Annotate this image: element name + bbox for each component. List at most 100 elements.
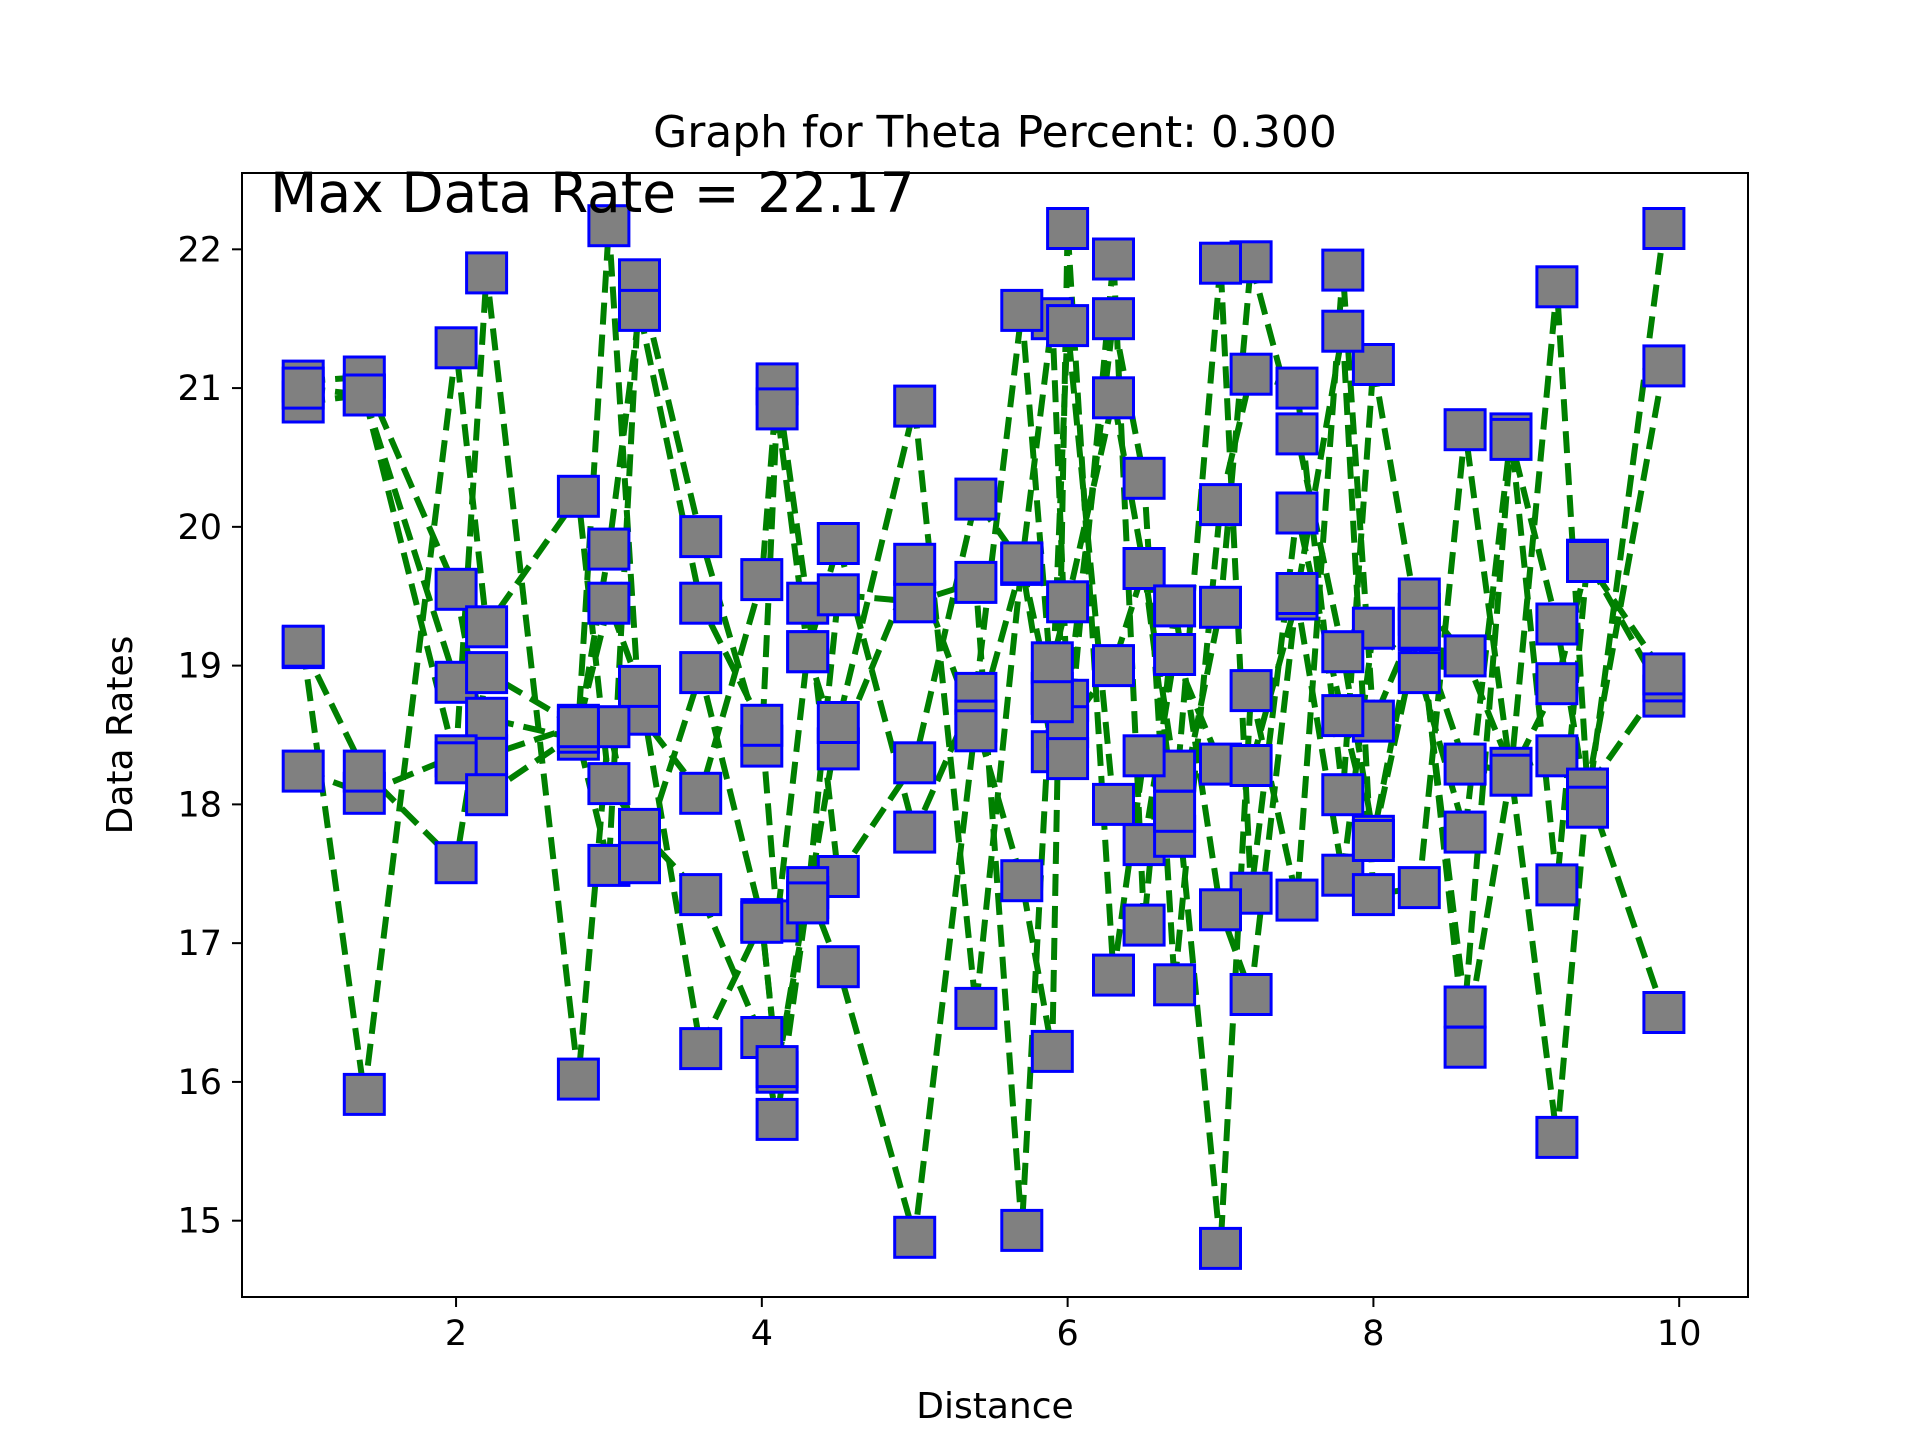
data-point	[1642, 344, 1686, 388]
data-point	[1199, 241, 1242, 285]
data-point	[1030, 641, 1074, 685]
data-point	[1443, 1025, 1487, 1069]
y-tick-label: 21	[177, 369, 222, 409]
data-point	[587, 581, 631, 625]
y-tick-label: 16	[177, 1063, 222, 1103]
data-point	[281, 624, 325, 668]
data-point	[1443, 985, 1487, 1029]
data-point	[1030, 1029, 1074, 1073]
data-point	[1153, 584, 1197, 628]
x-tick-label: 8	[1362, 1314, 1384, 1354]
data-point	[587, 204, 631, 248]
data-point	[1275, 878, 1319, 922]
data-point	[1092, 644, 1135, 688]
data-point	[1397, 651, 1441, 695]
data-point	[1397, 866, 1441, 910]
data-point	[1642, 207, 1686, 250]
data-point	[1229, 973, 1273, 1016]
y-tick-label: 19	[177, 647, 222, 687]
y-tick-label: 18	[177, 785, 222, 825]
data-point	[1489, 753, 1533, 797]
data-point	[465, 605, 509, 649]
data-point	[1535, 1115, 1579, 1159]
data-point	[342, 1072, 386, 1116]
data-point	[755, 1097, 799, 1141]
data-point	[786, 881, 830, 925]
data-point	[1535, 265, 1579, 309]
data-point	[1397, 606, 1441, 650]
x-axis-label: Distance	[916, 1386, 1073, 1427]
data-point	[1092, 376, 1135, 420]
max-data-rate-annotation: Max Data Rate = 22.17	[270, 161, 915, 225]
data-point	[954, 986, 998, 1030]
data-point	[1321, 694, 1365, 738]
data-point	[679, 1027, 723, 1071]
data-point	[755, 387, 799, 431]
data-point	[1642, 991, 1686, 1034]
data-point	[342, 373, 386, 417]
x-tick-label: 10	[1657, 1314, 1702, 1354]
data-point	[893, 384, 937, 428]
data-point	[740, 703, 784, 747]
data-point	[893, 810, 937, 854]
data-point	[679, 873, 723, 917]
data-point	[1199, 1226, 1242, 1270]
data-point	[434, 841, 478, 885]
data-point	[1092, 297, 1135, 341]
chart-title: Graph for Theta Percent: 0.300	[653, 107, 1337, 158]
data-point	[740, 558, 784, 602]
data-point	[1153, 963, 1197, 1007]
series-markers	[281, 204, 1686, 1270]
data-point	[556, 1057, 600, 1101]
data-point	[465, 773, 509, 817]
data-point	[1443, 634, 1487, 678]
data-point	[786, 630, 830, 674]
data-point	[679, 771, 723, 815]
x-axis: 2 4 6 8 10	[445, 1297, 1702, 1354]
data-point	[893, 1215, 937, 1259]
data-point	[1153, 789, 1197, 833]
data-point	[679, 651, 723, 695]
y-axis: 15 16 17 18 19 20 21 22	[177, 230, 242, 1242]
data-point	[618, 841, 661, 885]
data-point	[281, 749, 325, 793]
data-point	[1092, 237, 1135, 281]
data-point	[1275, 491, 1319, 535]
data-point	[1229, 669, 1273, 713]
data-point	[1566, 785, 1609, 829]
data-point	[1321, 630, 1365, 674]
data-point	[1199, 585, 1242, 629]
data-point	[1351, 343, 1395, 386]
data-point	[465, 251, 509, 295]
data-point	[1275, 572, 1319, 615]
data-point	[1030, 680, 1074, 724]
data-point	[1535, 602, 1579, 646]
plot-frame	[241, 172, 1749, 1298]
data-point	[1000, 859, 1044, 903]
data-point	[1351, 819, 1395, 862]
data-point	[587, 762, 631, 806]
data-point	[556, 705, 600, 749]
data-point	[679, 581, 723, 625]
data-point	[1153, 633, 1197, 676]
data-point	[1092, 782, 1135, 826]
data-point	[1122, 903, 1166, 947]
data-point	[1566, 540, 1609, 583]
data-point	[1122, 734, 1166, 778]
data-point	[1443, 742, 1487, 786]
data-point	[465, 651, 509, 695]
y-tick-label: 22	[177, 230, 222, 270]
data-point	[954, 560, 998, 604]
data-point	[618, 288, 661, 332]
data-point	[816, 573, 860, 617]
data-point	[816, 522, 860, 565]
x-tick-label: 6	[1056, 1314, 1078, 1354]
data-point	[556, 474, 600, 518]
data-point	[1351, 873, 1395, 917]
data-point	[1443, 408, 1487, 452]
data-point	[816, 701, 860, 744]
data-point	[618, 664, 661, 708]
data-point	[1092, 953, 1135, 997]
data-point	[1321, 248, 1365, 292]
